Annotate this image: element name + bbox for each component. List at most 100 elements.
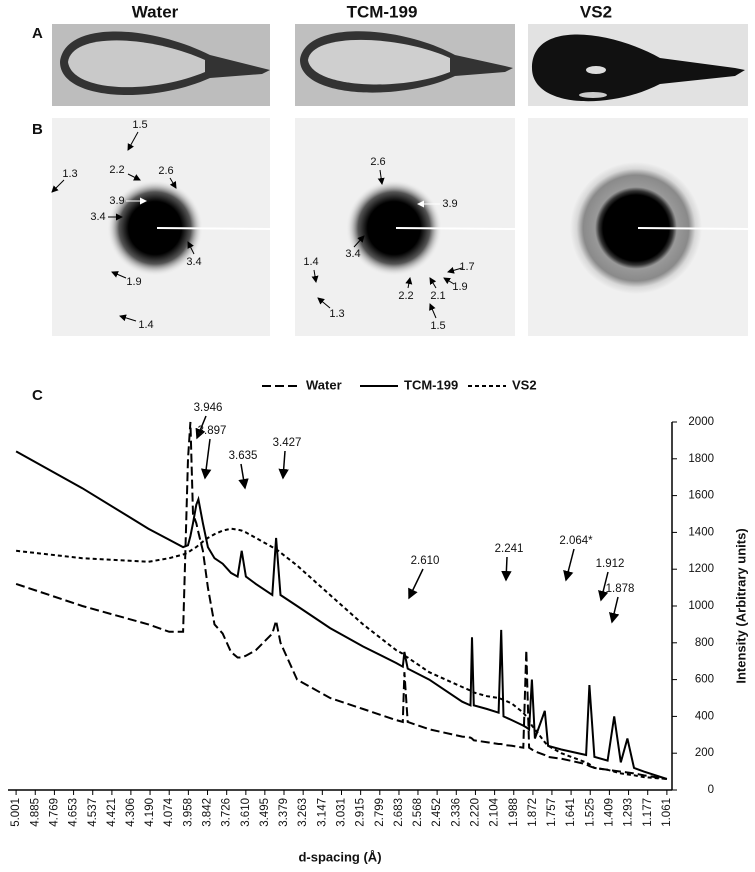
ring-label: 2.2 xyxy=(109,164,124,176)
ring-label: 1.9 xyxy=(452,281,467,293)
ring-arrow xyxy=(169,177,177,189)
x-tick-label: 1.177 xyxy=(642,798,654,827)
peak-arrow xyxy=(408,568,424,600)
peak-arrow xyxy=(238,463,249,490)
peak-arrow xyxy=(501,556,512,582)
y-tick-label: 600 xyxy=(695,674,714,686)
column-title: VS2 xyxy=(580,2,612,21)
x-tick-label: 2.799 xyxy=(374,798,386,827)
x-tick-label: 4.885 xyxy=(29,798,41,827)
series-line xyxy=(15,450,668,780)
x-tick-label: 1.988 xyxy=(508,798,520,827)
peak-arrow xyxy=(598,571,609,602)
x-tick-label: 2.683 xyxy=(393,798,405,827)
ring-arrow xyxy=(377,169,385,185)
ring-label: 3.4 xyxy=(90,211,105,223)
ring-label: 1.9 xyxy=(126,276,141,288)
y-tick-label: 1800 xyxy=(688,453,714,465)
y-tick-label: 800 xyxy=(695,637,714,649)
peak-arrow xyxy=(200,438,212,480)
ring-arrow xyxy=(429,277,437,289)
x-tick-label: 3.842 xyxy=(202,798,214,827)
ring-arrow xyxy=(311,269,319,283)
diffraction-images xyxy=(52,118,749,336)
ring-label: 3.9 xyxy=(109,195,124,207)
ring-label: 2.6 xyxy=(158,165,173,177)
x-tick-label: 4.306 xyxy=(125,798,137,827)
peak-arrow xyxy=(608,596,620,624)
ring-arrow xyxy=(447,266,463,274)
x-tick-label: 3.147 xyxy=(316,798,328,827)
ring-arrow xyxy=(119,314,137,322)
ring-label: 1.5 xyxy=(132,119,147,131)
ring-label: 1.3 xyxy=(62,168,77,180)
y-tick-label: 1600 xyxy=(688,490,714,502)
ring-label: 1.5 xyxy=(430,320,445,332)
ring-label: 3.9 xyxy=(442,198,457,210)
ring-label: 1.4 xyxy=(138,319,153,331)
x-tick-label: 3.958 xyxy=(182,798,194,827)
panel-label: B xyxy=(32,121,43,138)
x-tick-label: 3.495 xyxy=(259,798,271,827)
ring-label: 3.4 xyxy=(345,248,360,260)
ring-arrow xyxy=(51,179,65,193)
peak-label: 3.635 xyxy=(229,450,258,462)
ring-label: 2.2 xyxy=(398,290,413,302)
ring-label: 1.7 xyxy=(459,261,474,273)
x-tick-label: 1.061 xyxy=(661,798,673,827)
y-tick-label: 2000 xyxy=(688,416,714,428)
peak-label: 2.064* xyxy=(559,535,593,547)
x-tick-label: 3.379 xyxy=(278,798,290,827)
peak-label: 3.897 xyxy=(198,425,227,437)
ring-label: 1.3 xyxy=(329,308,344,320)
peak-arrow xyxy=(563,548,575,582)
x-tick-label: 2.336 xyxy=(450,798,462,827)
ring-arrow xyxy=(127,131,139,151)
legend-label: VS2 xyxy=(512,377,537,392)
peak-label: 2.241 xyxy=(495,543,524,555)
y-tick-label: 1200 xyxy=(688,563,714,575)
x-tick-label: 4.421 xyxy=(106,798,118,827)
x-tick-label: 3.031 xyxy=(336,798,348,827)
x-tick-label: 4.769 xyxy=(48,798,60,827)
x-tick-label: 3.726 xyxy=(221,798,233,827)
x-tick-label: 4.074 xyxy=(163,797,175,826)
peak-arrow xyxy=(195,415,207,440)
ring-label: 2.6 xyxy=(370,156,385,168)
ring-arrow xyxy=(429,303,437,319)
droplet-images xyxy=(52,24,748,106)
panel-label: C xyxy=(32,387,43,404)
x-tick-label: 2.220 xyxy=(469,798,481,827)
y-tick-label: 200 xyxy=(695,747,714,759)
x-tick-label: 1.409 xyxy=(603,798,615,827)
x-tick-label: 2.915 xyxy=(355,798,367,827)
ring-arrow xyxy=(353,235,365,248)
legend-label: Water xyxy=(306,377,342,392)
ring-arrow xyxy=(317,297,331,309)
y-axis-title: Intensity (Arbitrary units) xyxy=(733,528,748,683)
x-tick-label: 1.872 xyxy=(527,798,539,827)
x-tick-label: 2.452 xyxy=(431,798,443,827)
ring-label: 1.4 xyxy=(303,256,318,268)
panel-label: A xyxy=(32,25,43,42)
ring-arrow xyxy=(405,277,413,289)
x-tick-label: 3.263 xyxy=(297,798,309,827)
y-tick-label: 0 xyxy=(708,784,714,796)
ring-arrow xyxy=(187,241,195,255)
y-tick-label: 400 xyxy=(695,710,714,722)
ring-label: 3.4 xyxy=(186,256,201,268)
series-line xyxy=(15,421,668,780)
x-tick-label: 1.641 xyxy=(565,798,577,827)
x-tick-label: 4.537 xyxy=(87,798,99,827)
peak-label: 1.912 xyxy=(596,558,625,570)
series-line xyxy=(15,527,667,780)
y-tick-label: 1000 xyxy=(688,600,714,612)
ring-arrow xyxy=(111,271,127,279)
x-tick-label: 1.757 xyxy=(546,798,558,827)
ring-label: 2.1 xyxy=(430,290,445,302)
column-title: TCM-199 xyxy=(347,2,418,21)
x-tick-label: 2.104 xyxy=(489,797,501,826)
x-tick-label: 1.525 xyxy=(584,798,596,827)
x-tick-label: 5.001 xyxy=(10,798,22,827)
